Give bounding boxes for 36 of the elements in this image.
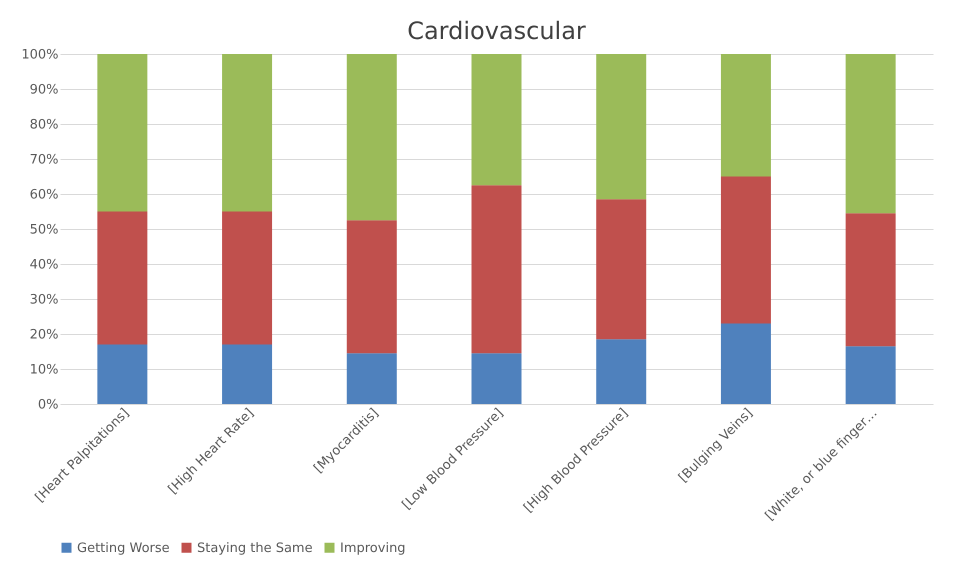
- y-tick-label: 60%: [30, 188, 58, 202]
- bar: [222, 344, 272, 404]
- y-tick-label: 90%: [30, 82, 58, 98]
- y-tick-label: 50%: [30, 222, 58, 238]
- y-tick-label: 80%: [30, 118, 58, 132]
- bar: [472, 54, 522, 186]
- bar: [222, 212, 272, 344]
- bar: [97, 54, 148, 212]
- y-tick-label: 100%: [21, 48, 58, 62]
- y-tick-label: 0%: [38, 398, 58, 412]
- y-tick-label: 40%: [30, 258, 58, 272]
- bar: [720, 54, 771, 176]
- bar: [346, 353, 397, 404]
- bar: [97, 344, 148, 404]
- y-tick-label: 20%: [30, 328, 58, 342]
- bar: [346, 220, 397, 354]
- bar: [596, 199, 646, 340]
- bar: [846, 213, 896, 346]
- y-tick-label: 10%: [30, 362, 58, 378]
- bar: [346, 54, 397, 220]
- legend-label: Getting Worse: [77, 540, 170, 556]
- bar: [472, 185, 522, 354]
- chart-title: Cardiovascular: [407, 17, 586, 45]
- legend-label: Improving: [340, 540, 406, 556]
- bar: [472, 353, 522, 404]
- y-tick-label: 30%: [30, 292, 58, 308]
- y-tick-label: 70%: [30, 152, 58, 168]
- bar: [846, 346, 896, 404]
- bar: [720, 176, 771, 324]
- bar: [222, 54, 272, 212]
- legend-label: Staying the Same: [197, 540, 313, 556]
- bar: [97, 212, 148, 344]
- bar: [596, 339, 646, 404]
- bar: [720, 324, 771, 404]
- bar: [596, 54, 646, 200]
- bar: [846, 54, 896, 214]
